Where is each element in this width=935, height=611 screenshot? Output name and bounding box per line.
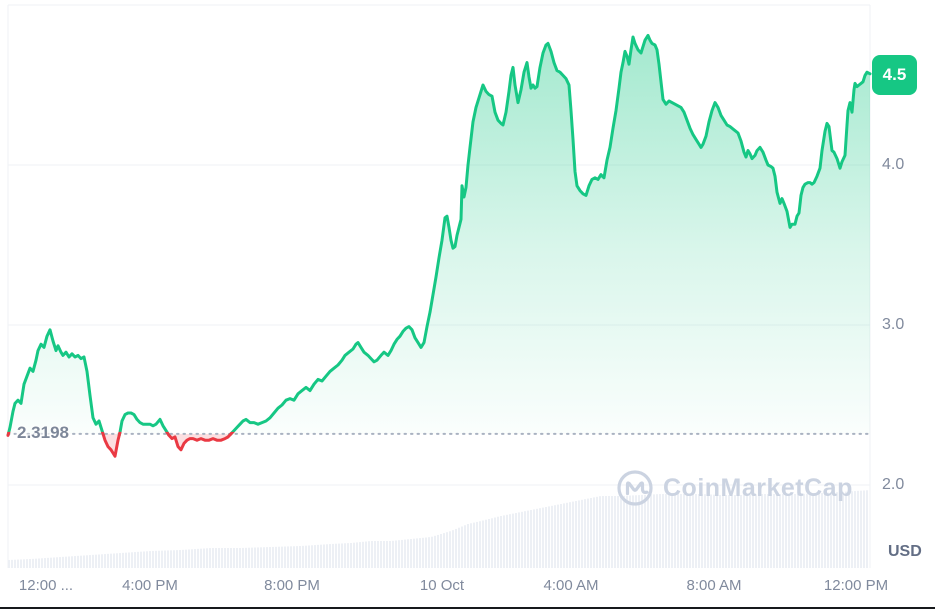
y-axis-unit-label: USD <box>888 543 922 560</box>
y-tick-label: 3.0 <box>882 316 905 333</box>
x-tick-label: 8:00 AM <box>686 577 742 594</box>
x-tick-label: 12:00 PM <box>823 577 889 594</box>
y-tick-label: 4.0 <box>882 156 905 173</box>
volume-bars <box>8 490 868 568</box>
price-line-up <box>6 33 872 436</box>
bottom-border <box>0 607 935 609</box>
x-tick-label: 4:00 PM <box>122 577 178 594</box>
open-price-label: 2.3198 <box>17 423 69 442</box>
x-tick-label: 4:00 AM <box>543 577 599 594</box>
x-tick-label: 12:00 ... <box>18 577 74 594</box>
x-tick-label: 8:00 PM <box>264 577 320 594</box>
y-tick-label: 2.0 <box>882 476 905 493</box>
current-price-badge: 4.5 <box>872 55 917 95</box>
x-tick-label: 10 Oct <box>419 577 465 594</box>
